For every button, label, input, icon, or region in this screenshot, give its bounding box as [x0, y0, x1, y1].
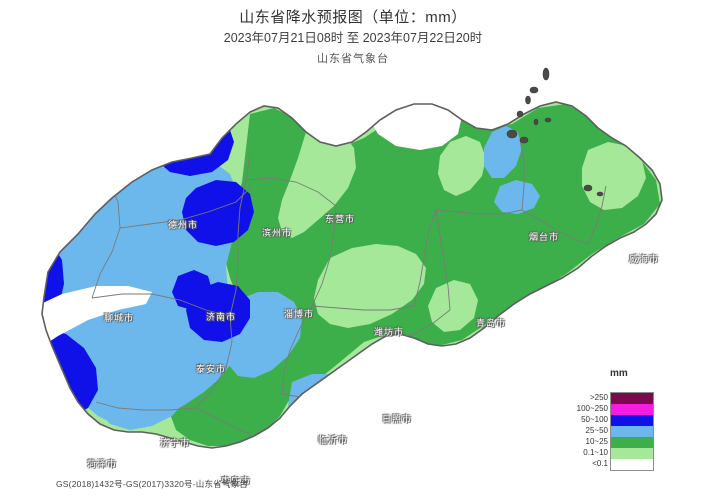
- forecast-period-subtitle: 2023年07月21日08时 至 2023年07月22日20时: [223, 31, 483, 45]
- band-0p1-10-rizhao: [342, 350, 422, 420]
- legend-swatch: [611, 459, 653, 470]
- legend-row: [611, 448, 653, 459]
- band-25-50-yantai-pocket-a: [484, 126, 522, 178]
- band-25-50-yantai-pocket-b: [494, 180, 540, 214]
- province-outline: [41, 101, 663, 449]
- legend-label: 50~100: [581, 415, 608, 424]
- band-0p1-10-weifang: [314, 244, 426, 328]
- bohai-islands: [506, 67, 604, 197]
- band-0p1-10-dongying: [278, 126, 356, 238]
- band-50-100-jinan-core: [182, 180, 254, 246]
- band-0p1-10-yantai-west: [438, 136, 486, 196]
- legend-label: >250: [589, 393, 608, 402]
- legend-label: 100~250: [576, 404, 608, 413]
- legend-swatch: [611, 437, 653, 448]
- legend-swatch: [611, 404, 653, 415]
- legend-swatch-stack: [610, 392, 654, 471]
- legend-row: [611, 459, 653, 470]
- legend-unit-label: mm: [610, 368, 628, 379]
- page-title: 山东省降水预报图（单位：mm）: [239, 9, 467, 26]
- band-25-50-jining-pocket: [96, 354, 188, 430]
- legend-swatch: [611, 448, 653, 459]
- legend-label: <0.1: [592, 459, 608, 468]
- band-50-100-jinan-pocket: [172, 270, 212, 310]
- legend-row: [611, 437, 653, 448]
- band-0p1-10-qingdao-west: [428, 280, 478, 332]
- legend-row: [611, 404, 653, 415]
- legend-label: 25~50: [585, 426, 608, 435]
- legend-row: [611, 393, 653, 404]
- band-below-0p1-sw-wedge: [42, 286, 152, 352]
- map-footer-credit: GS(2018)1432号-GS(2017)3320号-山东省气象台: [56, 479, 248, 489]
- legend-swatch: [611, 393, 653, 404]
- issuing-agency: 山东省气象台: [317, 53, 389, 65]
- legend-label: 10~25: [585, 437, 608, 446]
- legend-label: 0.1~10: [583, 448, 608, 457]
- legend-swatch: [611, 415, 653, 426]
- legend-row: [611, 426, 653, 437]
- legend-swatch: [611, 426, 653, 437]
- map-canvas: 德州市 滨州市 东营市 烟台市 威海市 聊城市 济南市 淄博市 潍坊市 青岛市 泰安市 菏泽市 济宁市枣…: [0, 62, 706, 486]
- legend-row: [611, 415, 653, 426]
